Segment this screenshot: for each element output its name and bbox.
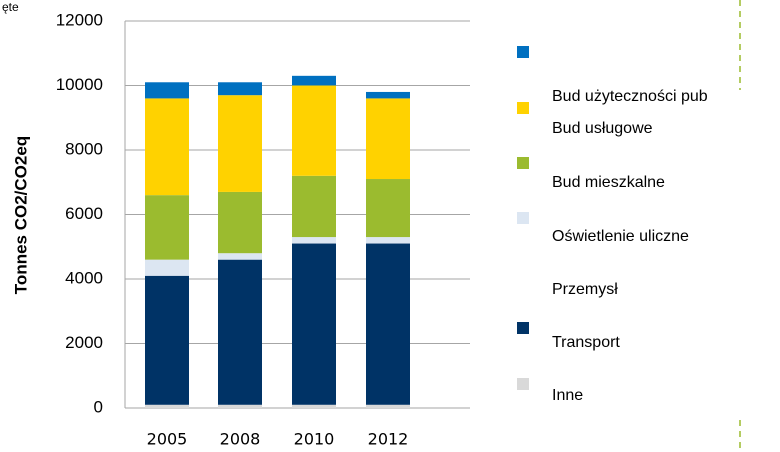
bar-segment xyxy=(145,195,189,260)
bar-segment xyxy=(145,82,189,99)
x-tick-label: 2005 xyxy=(147,430,188,449)
bar-segment xyxy=(145,404,189,408)
y-tick-label: 4000 xyxy=(65,268,103,287)
bar-segment xyxy=(292,85,336,176)
y-tick-label: 10000 xyxy=(56,75,103,94)
y-tick-label: 6000 xyxy=(65,204,103,223)
legend-label: Transport xyxy=(552,334,620,351)
bar-segment xyxy=(366,243,410,405)
legend-label: Bud mieszkalne xyxy=(552,174,665,191)
legend-marker xyxy=(517,212,529,224)
legend-marker xyxy=(517,267,529,279)
y-tick-label: 2000 xyxy=(65,333,103,352)
legend-label: Przemysł xyxy=(552,281,618,298)
bar-segment xyxy=(218,259,262,405)
legend-label: Bud użyteczności pub xyxy=(552,88,708,105)
bar-segment xyxy=(218,253,262,260)
legend-marker xyxy=(517,322,529,334)
y-tick-label: 8000 xyxy=(65,139,103,158)
bar-segment xyxy=(218,191,262,254)
x-tick-label: 2008 xyxy=(220,430,261,449)
x-tick-label: 2012 xyxy=(368,430,409,449)
bar-segment xyxy=(292,75,336,86)
bar-segment xyxy=(292,404,336,408)
bar-segment xyxy=(218,95,262,192)
bar-segment xyxy=(292,175,336,238)
bar-segment xyxy=(218,404,262,408)
bar-segment xyxy=(292,243,336,405)
legend-label: Inne xyxy=(552,387,583,404)
y-tick-label: 12000 xyxy=(56,10,103,29)
legend-marker xyxy=(517,102,529,114)
bar-segment xyxy=(366,179,410,238)
legend-marker xyxy=(517,46,529,58)
bar-segment xyxy=(145,98,189,196)
bar-segment xyxy=(366,98,410,180)
bar-segment xyxy=(145,259,189,276)
y-tick-label: 0 xyxy=(94,397,103,416)
legend-marker xyxy=(517,157,529,169)
legend-marker xyxy=(517,378,529,390)
bar-segment xyxy=(218,82,262,96)
bar-segment xyxy=(145,275,189,405)
bar-segment xyxy=(292,237,336,244)
y-axis-title: Tonnes CO2/CO2eq xyxy=(11,136,30,294)
legend-label: Bud usługowe xyxy=(552,120,653,137)
legend-label: Oświetlenie uliczne xyxy=(552,228,689,245)
x-tick-label: 2010 xyxy=(294,430,335,449)
corner-text: ęte xyxy=(2,0,19,14)
bar-segment xyxy=(366,91,410,99)
bar-segment xyxy=(366,404,410,408)
bar-segment xyxy=(366,237,410,244)
